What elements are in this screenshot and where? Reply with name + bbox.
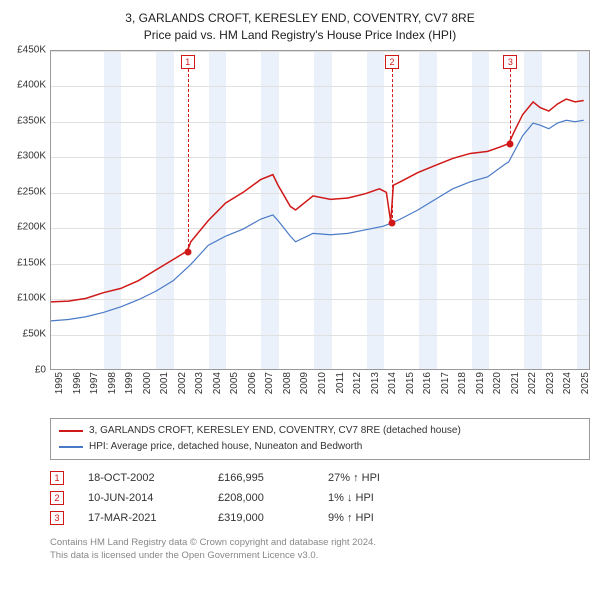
x-tick-label: 2009 (299, 372, 310, 394)
sale-hpi-diff: 27% ↑ HPI (328, 472, 590, 484)
line-series-svg (51, 51, 589, 369)
x-tick-label: 2020 (492, 372, 503, 394)
price-chart-container: 3, GARLANDS CROFT, KERESLEY END, COVENTR… (10, 10, 590, 562)
sale-marker-line (510, 69, 511, 144)
y-tick-label: £450K (17, 44, 46, 55)
x-tick-label: 1998 (107, 372, 118, 394)
attribution-line: Contains HM Land Registry data © Crown c… (50, 536, 590, 549)
attribution-line: This data is licensed under the Open Gov… (50, 549, 590, 562)
sale-row: 1 18-OCT-2002£166,99527% ↑ HPI (50, 468, 590, 488)
x-tick-label: 2013 (370, 372, 381, 394)
legend-swatch (59, 430, 83, 432)
x-tick-label: 2001 (159, 372, 170, 394)
legend-label: 3, GARLANDS CROFT, KERESLEY END, COVENTR… (89, 423, 461, 439)
sale-price: £319,000 (218, 512, 328, 524)
y-tick-label: £250K (17, 186, 46, 197)
sale-marker-label: 3 (503, 55, 517, 69)
sale-row-marker: 1 (50, 471, 64, 485)
sale-price: £208,000 (218, 492, 328, 504)
x-tick-label: 2006 (247, 372, 258, 394)
plot-area: 1 2 3 (50, 50, 590, 370)
sale-row: 3 17-MAR-2021£319,0009% ↑ HPI (50, 508, 590, 528)
x-tick-label: 2011 (335, 372, 346, 394)
y-tick-label: £400K (17, 80, 46, 91)
y-tick-label: £150K (17, 257, 46, 268)
sale-marker-dot (389, 219, 396, 226)
x-tick-label: 2014 (387, 372, 398, 394)
series-property (51, 99, 584, 302)
x-tick-label: 2012 (352, 372, 363, 394)
x-axis: 1995 1996 1997 1998 1999 2000 2001 2002 2003 2004… (50, 370, 590, 410)
x-tick-label: 1999 (124, 372, 135, 394)
y-tick-label: £200K (17, 222, 46, 233)
x-tick-label: 1995 (54, 372, 65, 394)
legend-box: 3, GARLANDS CROFT, KERESLEY END, COVENTR… (50, 418, 590, 460)
x-tick-label: 2015 (405, 372, 416, 394)
y-tick-label: £300K (17, 151, 46, 162)
series-hpi (51, 120, 584, 321)
sale-row-marker: 2 (50, 491, 64, 505)
attribution-text: Contains HM Land Registry data © Crown c… (50, 536, 590, 563)
sale-hpi-diff: 9% ↑ HPI (328, 512, 590, 524)
sale-date: 18-OCT-2002 (88, 472, 218, 484)
sale-marker-line (392, 69, 393, 223)
legend-row: HPI: Average price, detached house, Nune… (59, 439, 581, 455)
x-tick-label: 1997 (89, 372, 100, 394)
x-tick-label: 2008 (282, 372, 293, 394)
y-tick-label: £350K (17, 115, 46, 126)
legend-row: 3, GARLANDS CROFT, KERESLEY END, COVENTR… (59, 423, 581, 439)
chart-title-address: 3, GARLANDS CROFT, KERESLEY END, COVENTR… (10, 10, 590, 27)
plot-area-wrap: £0 £50K £100K £150K £200K £250K £300K £350K £400… (10, 50, 590, 410)
x-tick-label: 2025 (580, 372, 591, 394)
y-axis: £0£50K£100K£150K£200K£250K£300K£350K£400… (10, 50, 50, 370)
x-tick-label: 2016 (422, 372, 433, 394)
chart-subtitle: Price paid vs. HM Land Registry's House … (10, 27, 590, 44)
legend-label: HPI: Average price, detached house, Nune… (89, 439, 362, 455)
sales-table: 1 18-OCT-2002£166,99527% ↑ HPI 2 10-JUN-201… (50, 468, 590, 528)
sale-date: 17-MAR-2021 (88, 512, 218, 524)
sale-marker-line (188, 69, 189, 252)
legend-swatch (59, 446, 83, 448)
sale-marker-dot (184, 248, 191, 255)
x-tick-label: 2002 (177, 372, 188, 394)
x-tick-label: 2005 (229, 372, 240, 394)
x-tick-label: 1996 (72, 372, 83, 394)
x-tick-label: 2004 (212, 372, 223, 394)
sale-row: 2 10-JUN-2014£208,0001% ↓ HPI (50, 488, 590, 508)
sale-row-marker: 3 (50, 511, 64, 525)
sale-hpi-diff: 1% ↓ HPI (328, 492, 590, 504)
x-tick-label: 2007 (264, 372, 275, 394)
x-tick-label: 2000 (142, 372, 153, 394)
x-tick-label: 2021 (510, 372, 521, 394)
sale-marker-label: 1 (181, 55, 195, 69)
x-tick-label: 2022 (527, 372, 538, 394)
x-tick-label: 2024 (562, 372, 573, 394)
y-tick-label: £0 (35, 364, 46, 375)
sale-marker-dot (507, 140, 514, 147)
x-tick-label: 2017 (440, 372, 451, 394)
sale-date: 10-JUN-2014 (88, 492, 218, 504)
x-tick-label: 2023 (545, 372, 556, 394)
x-tick-label: 2003 (194, 372, 205, 394)
y-tick-label: £50K (23, 329, 46, 340)
x-tick-label: 2018 (457, 372, 468, 394)
sale-price: £166,995 (218, 472, 328, 484)
y-tick-label: £100K (17, 293, 46, 304)
x-tick-label: 2019 (475, 372, 486, 394)
x-tick-label: 2010 (317, 372, 328, 394)
sale-marker-label: 2 (385, 55, 399, 69)
